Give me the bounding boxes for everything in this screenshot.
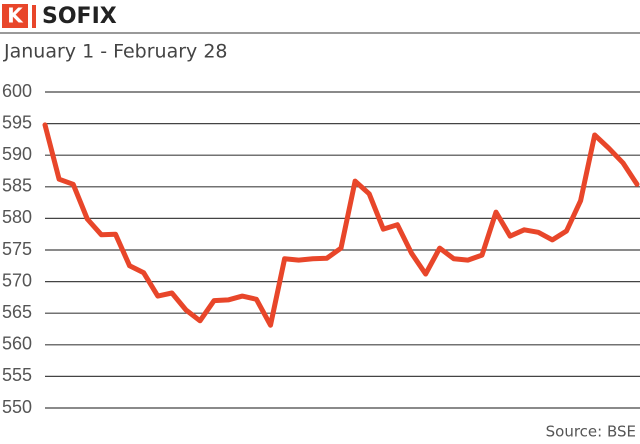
logo: K xyxy=(7,4,24,28)
y-tick-label: 565 xyxy=(2,302,32,322)
y-tick-label: 570 xyxy=(2,270,32,290)
y-tick-label: 575 xyxy=(2,239,32,259)
source: Source: BSE xyxy=(546,423,636,441)
logo-bar xyxy=(32,5,36,28)
chart-subtitle: January 1 - February 28 xyxy=(3,41,228,63)
y-tick-label: 585 xyxy=(2,176,32,196)
y-tick-label: 600 xyxy=(2,81,32,101)
series-line xyxy=(42,122,640,328)
y-tick-label: 560 xyxy=(2,334,32,354)
y-tick-label: 580 xyxy=(2,207,32,227)
chart-title: SOFIX xyxy=(42,4,117,29)
y-tick-label: 555 xyxy=(2,365,32,385)
y-tick-label: 595 xyxy=(2,112,32,132)
logo-box xyxy=(2,4,28,28)
y-tick-label: 590 xyxy=(2,144,32,164)
y-tick-label: 550 xyxy=(2,397,32,417)
